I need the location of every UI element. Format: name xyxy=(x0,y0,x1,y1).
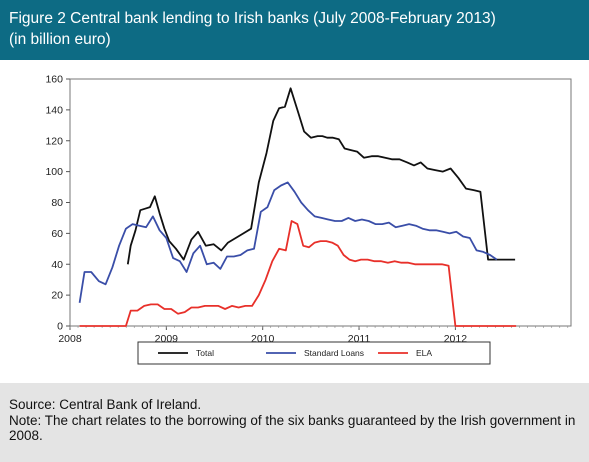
series-line-standard-loans xyxy=(78,181,498,303)
y-tick-label: 0 xyxy=(57,321,63,333)
legend-box xyxy=(137,341,491,365)
figure-title: Figure 2 Central bank lending to Irish b… xyxy=(9,10,496,27)
legend-label: ELA xyxy=(416,348,432,358)
y-tick-label: 20 xyxy=(51,290,63,302)
figure-footer: Source: Central Bank of Ireland. Note: T… xyxy=(0,383,589,462)
y-tick-label: 140 xyxy=(45,104,63,116)
legend-label: Standard Loans xyxy=(304,348,364,358)
legend-label: Total xyxy=(196,348,214,358)
chart-area: 0 20 40 60 80 100 120 140 160 2008 2009 2010 2011 201… xyxy=(0,60,589,383)
y-tick-label: 80 xyxy=(51,197,63,209)
y-tick-label: 40 xyxy=(51,259,63,271)
y-tick-label: 160 xyxy=(45,74,63,86)
series-line-total xyxy=(126,87,516,265)
note-text: Note: The chart relates to the borrowing… xyxy=(9,413,576,443)
source-text: Source: Central Bank of Ireland. xyxy=(9,397,202,412)
y-tick-label: 120 xyxy=(45,135,63,147)
y-tick-label: 100 xyxy=(45,166,63,178)
figure-subtitle: (in billion euro) xyxy=(9,31,111,48)
y-tick-label: 60 xyxy=(51,228,63,240)
figure-header: Figure 2 Central bank lending to Irish b… xyxy=(0,0,589,60)
series-line-ela xyxy=(79,220,517,327)
plot-frame xyxy=(69,78,572,327)
x-tick-label: 2008 xyxy=(58,333,82,345)
